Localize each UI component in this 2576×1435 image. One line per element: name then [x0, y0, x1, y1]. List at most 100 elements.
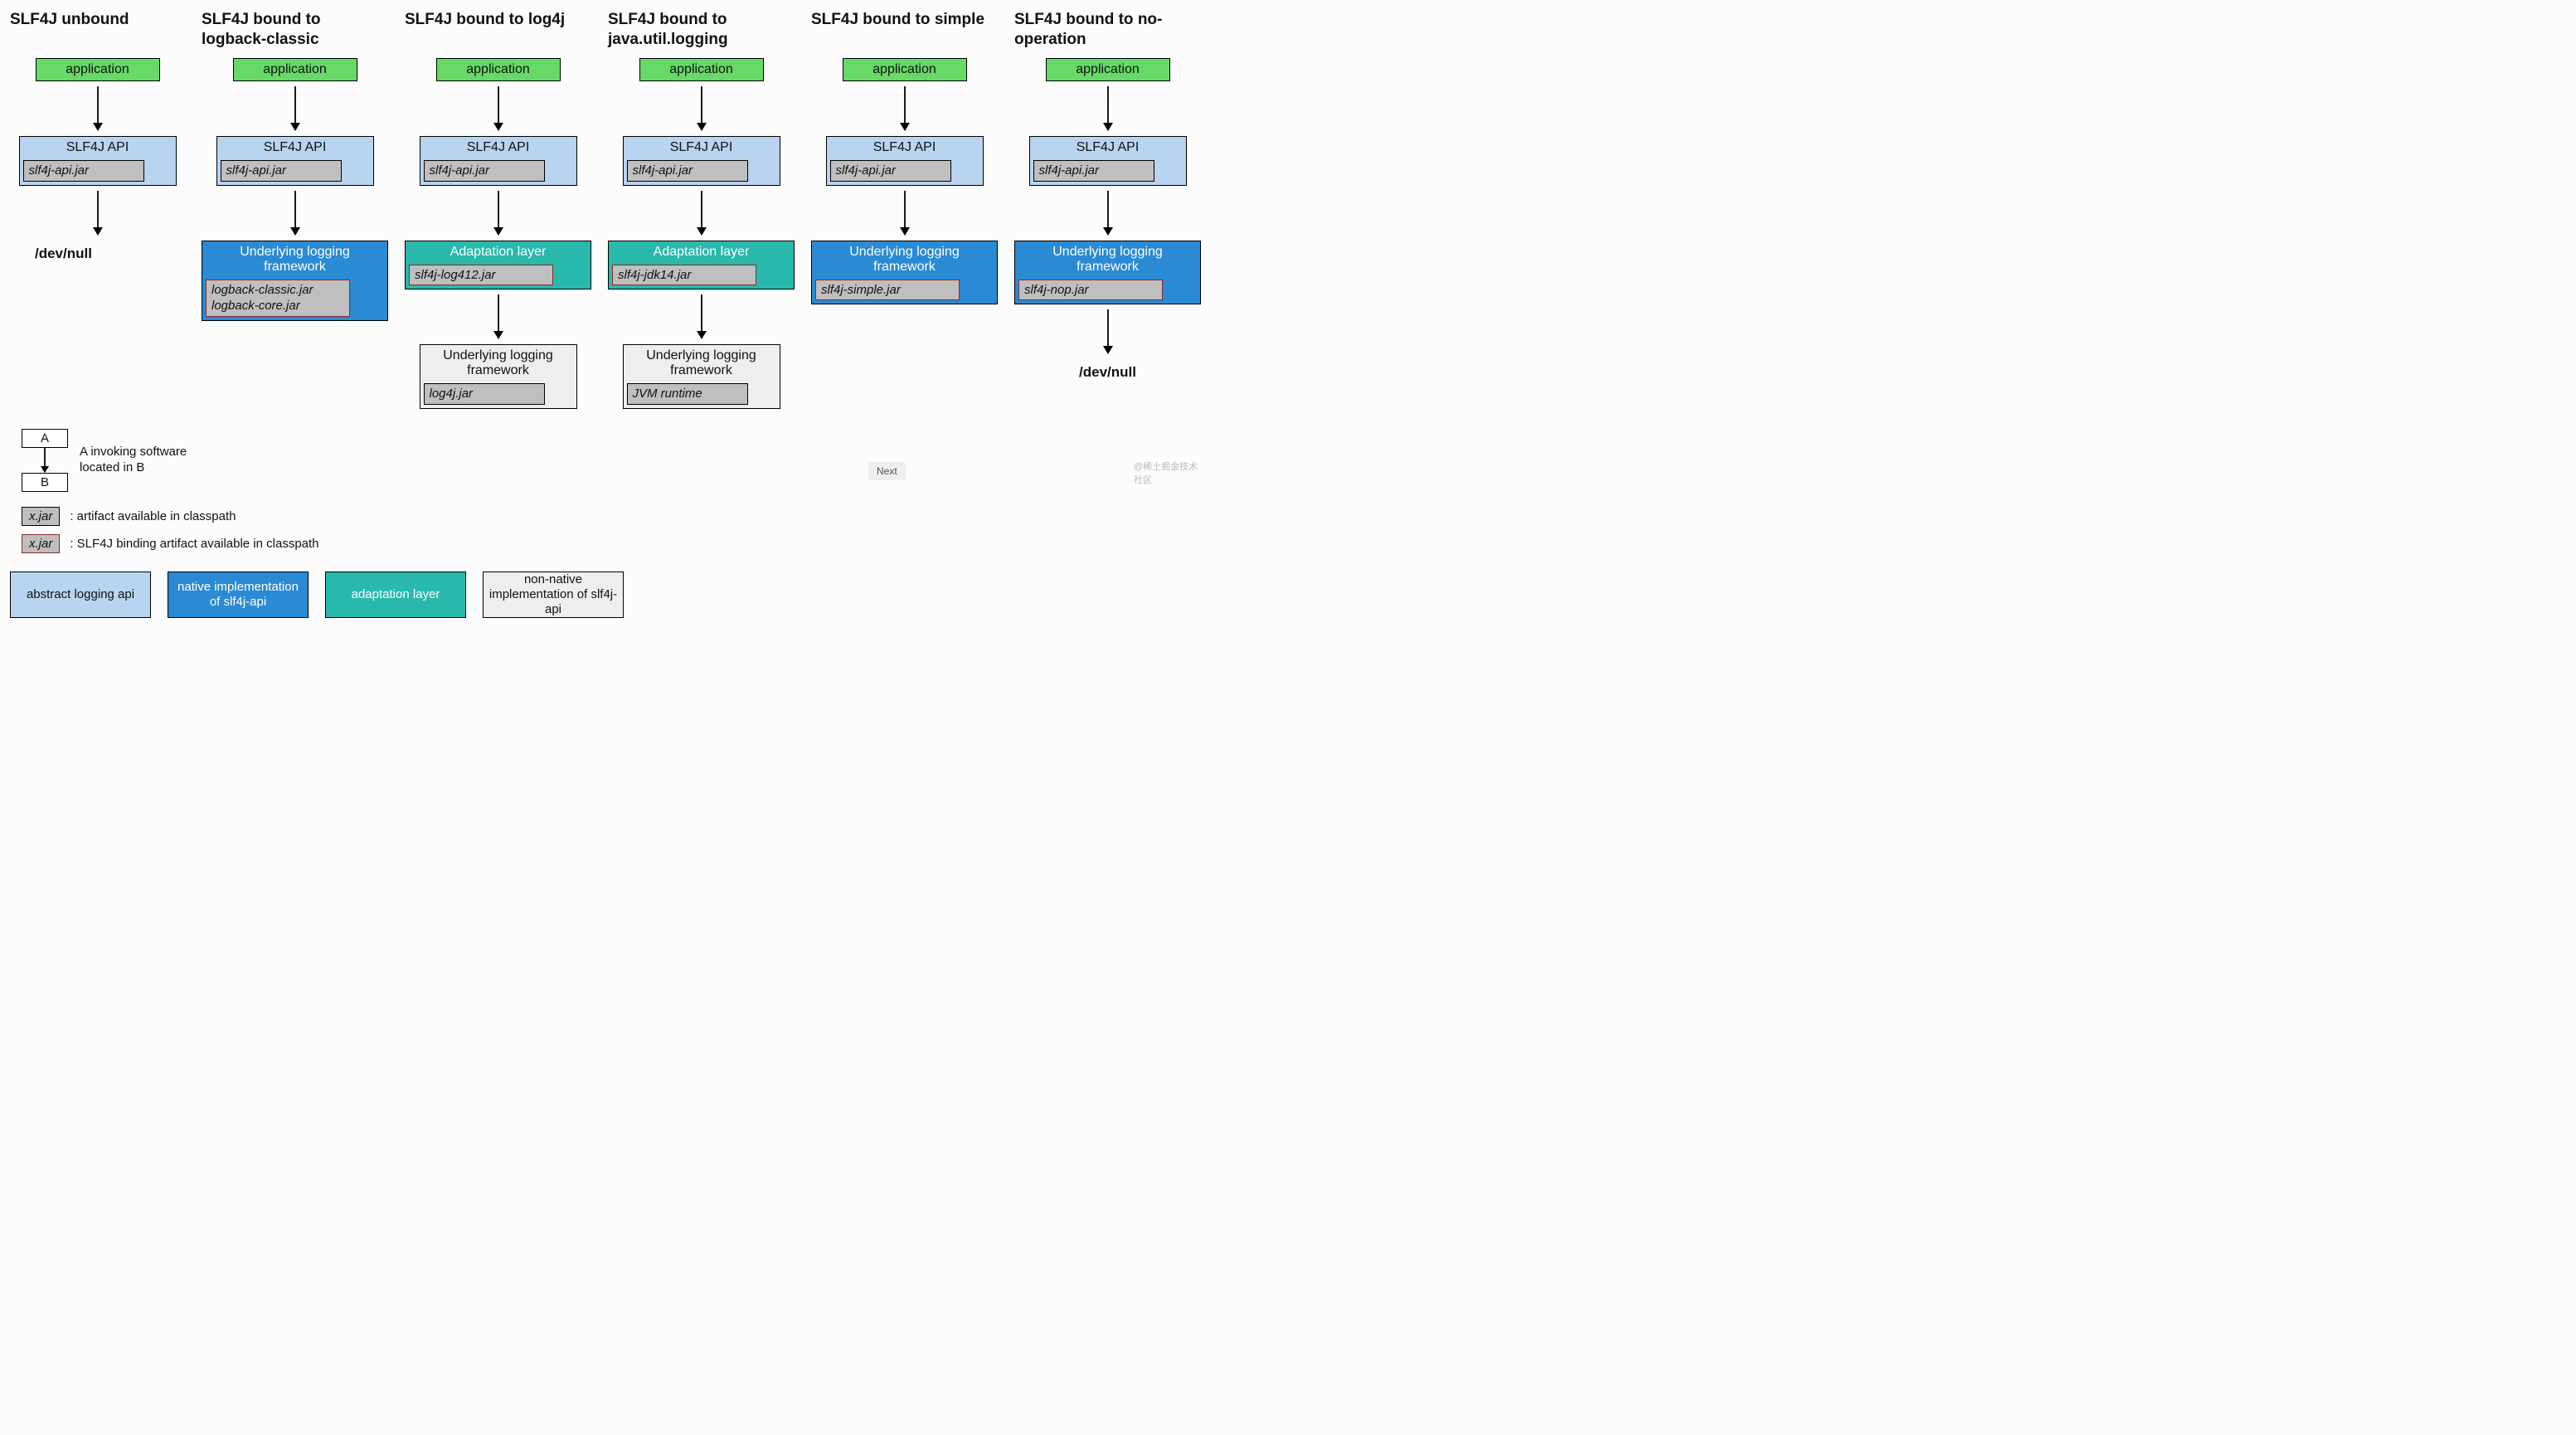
devnull-label: /dev/null [1079, 364, 1136, 381]
jar-label: slf4j-api.jar [221, 160, 343, 182]
legend-ab: A B A invoking software located in B [10, 429, 1201, 492]
slf4j-api-box: SLF4J APIslf4j-api.jar [19, 136, 177, 186]
legend-jar-binding-sample: x.jar [22, 534, 60, 553]
arrow-down-icon [91, 86, 104, 131]
legend-ab-text: A invoking software located in B [80, 445, 196, 476]
application-box: application [436, 58, 561, 81]
slf4j-api-box-label: SLF4J API [420, 137, 576, 158]
adaptation-layer-box-label: Adaptation layer [406, 241, 591, 263]
slf4j-api-box-label: SLF4J API [217, 137, 373, 158]
arrow-down-icon [39, 448, 51, 473]
column-0: SLF4J unbound application SLF4J APIslf4j-a… [10, 10, 185, 262]
arrow-down-icon [492, 86, 505, 131]
jar-label: slf4j-api.jar [627, 160, 749, 182]
underlying-framework-box-label: Underlying logging framework [624, 345, 780, 382]
jar-label: logback-classic.jarlogback-core.jar [206, 280, 350, 317]
jar-label: slf4j-log412.jar [409, 265, 553, 286]
native-impl-box: Underlying logging frameworklogback-clas… [202, 241, 388, 321]
legend-b-box: B [22, 473, 68, 492]
adaptation-layer-box: Adaptation layerslf4j-jdk14.jar [608, 241, 795, 290]
devnull-label: /dev/null [35, 246, 92, 262]
legend-jar-binding: x.jar : SLF4J binding artifact available… [10, 534, 1201, 553]
column-3: SLF4J bound to java.util.logging applicat… [608, 10, 795, 409]
slf4j-api-box: SLF4J APIslf4j-api.jar [1029, 136, 1187, 186]
underlying-framework-box: Underlying logging frameworklog4j.jar [420, 344, 577, 409]
application-box: application [36, 58, 160, 81]
slf4j-api-box: SLF4J APIslf4j-api.jar [216, 136, 374, 186]
native-impl-box-label: Underlying logging framework [812, 241, 997, 278]
columns-container: SLF4J unboundapplicationSLF4J APIslf4j-a… [10, 10, 1201, 409]
column-title: SLF4J bound to logback-classic [202, 10, 388, 50]
legend-colors: abstract logging api native implementatio… [10, 572, 1201, 618]
native-impl-box-label: Underlying logging framework [202, 241, 387, 278]
arrow-down-icon [289, 191, 302, 236]
arrow-down-icon [1101, 309, 1115, 354]
jar-label: slf4j-jdk14.jar [612, 265, 756, 286]
underlying-framework-box-label: Underlying logging framework [420, 345, 576, 382]
application-box-label: application [640, 59, 763, 80]
arrow-down-icon [492, 191, 505, 236]
slf4j-api-box-label: SLF4J API [624, 137, 780, 158]
arrow-down-icon [898, 191, 911, 236]
legend-jar-binding-text: : SLF4J binding artifact available in cl… [70, 537, 318, 551]
arrow-down-icon [1101, 86, 1115, 131]
jar-label: slf4j-api.jar [23, 160, 145, 182]
slf4j-api-box: SLF4J APIslf4j-api.jar [826, 136, 984, 186]
legend-jar-sample: x.jar [22, 507, 60, 526]
jar-label: JVM runtime [627, 383, 749, 405]
legend-jar-plain: x.jar : artifact available in classpath [10, 507, 1201, 526]
arrow-down-icon [695, 191, 708, 236]
slf4j-api-box-label: SLF4J API [827, 137, 983, 158]
application-box: application [1046, 58, 1170, 81]
jar-label: slf4j-api.jar [424, 160, 546, 182]
arrow-down-icon [91, 191, 104, 236]
application-box: application [639, 58, 764, 81]
column-title: SLF4J bound to no-operation [1014, 10, 1201, 50]
application-box: application [233, 58, 357, 81]
legend-jar-text: : artifact available in classpath [70, 509, 236, 523]
slf4j-api-box: SLF4J APIslf4j-api.jar [623, 136, 780, 186]
slf4j-api-box-label: SLF4J API [20, 137, 176, 158]
underlying-framework-box: Underlying logging frameworkJVM runtime [623, 344, 780, 409]
application-box-label: application [437, 59, 560, 80]
native-impl-box: Underlying logging frameworkslf4j-simple… [811, 241, 998, 305]
legend-color-2: adaptation layer [325, 572, 466, 618]
column-title: SLF4J bound to simple [811, 10, 984, 50]
jar-label: slf4j-nop.jar [1018, 280, 1163, 301]
slf4j-api-box-label: SLF4J API [1030, 137, 1186, 158]
next-button[interactable]: Next [868, 462, 906, 480]
legend-color-1: native implementation of slf4j-api [168, 572, 309, 618]
native-impl-box: Underlying logging frameworkslf4j-nop.ja… [1014, 241, 1201, 305]
arrow-down-icon [898, 86, 911, 131]
column-title: SLF4J bound to log4j [405, 10, 565, 50]
jar-label: log4j.jar [424, 383, 546, 405]
column-2: SLF4J bound to log4j application SLF4J API… [405, 10, 591, 409]
application-box: application [843, 58, 967, 81]
jar-label: slf4j-api.jar [1033, 160, 1155, 182]
application-box-label: application [843, 59, 966, 80]
adaptation-layer-box: Adaptation layerslf4j-log412.jar [405, 241, 591, 290]
arrow-down-icon [1101, 191, 1115, 236]
application-box-label: application [1047, 59, 1169, 80]
column-1: SLF4J bound to logback-classic applicatio… [202, 10, 388, 321]
adaptation-layer-box-label: Adaptation layer [609, 241, 794, 263]
arrow-down-icon [695, 294, 708, 339]
native-impl-box-label: Underlying logging framework [1015, 241, 1200, 278]
legend: A B A invoking software located in B x.j… [10, 429, 1201, 618]
column-title: SLF4J unbound [10, 10, 129, 50]
legend-ab-stack: A B [22, 429, 68, 492]
jar-label: slf4j-api.jar [830, 160, 952, 182]
slf4j-api-box: SLF4J APIslf4j-api.jar [420, 136, 577, 186]
legend-a-box: A [22, 429, 68, 448]
jar-label: slf4j-simple.jar [815, 280, 960, 301]
column-title: SLF4J bound to java.util.logging [608, 10, 795, 50]
application-box-label: application [36, 59, 159, 80]
legend-color-3: non-native implementation of slf4j-api [483, 572, 624, 618]
column-5: SLF4J bound to no-operation application SL… [1014, 10, 1201, 381]
application-box-label: application [234, 59, 357, 80]
arrow-down-icon [289, 86, 302, 131]
watermark: @稀土掘金技术社区 [1134, 460, 1201, 486]
column-4: SLF4J bound to simple application SLF4J AP… [811, 10, 998, 304]
legend-color-0: abstract logging api [10, 572, 151, 618]
slf4j-bindings-diagram: SLF4J unboundapplicationSLF4J APIslf4j-a… [10, 10, 1201, 618]
